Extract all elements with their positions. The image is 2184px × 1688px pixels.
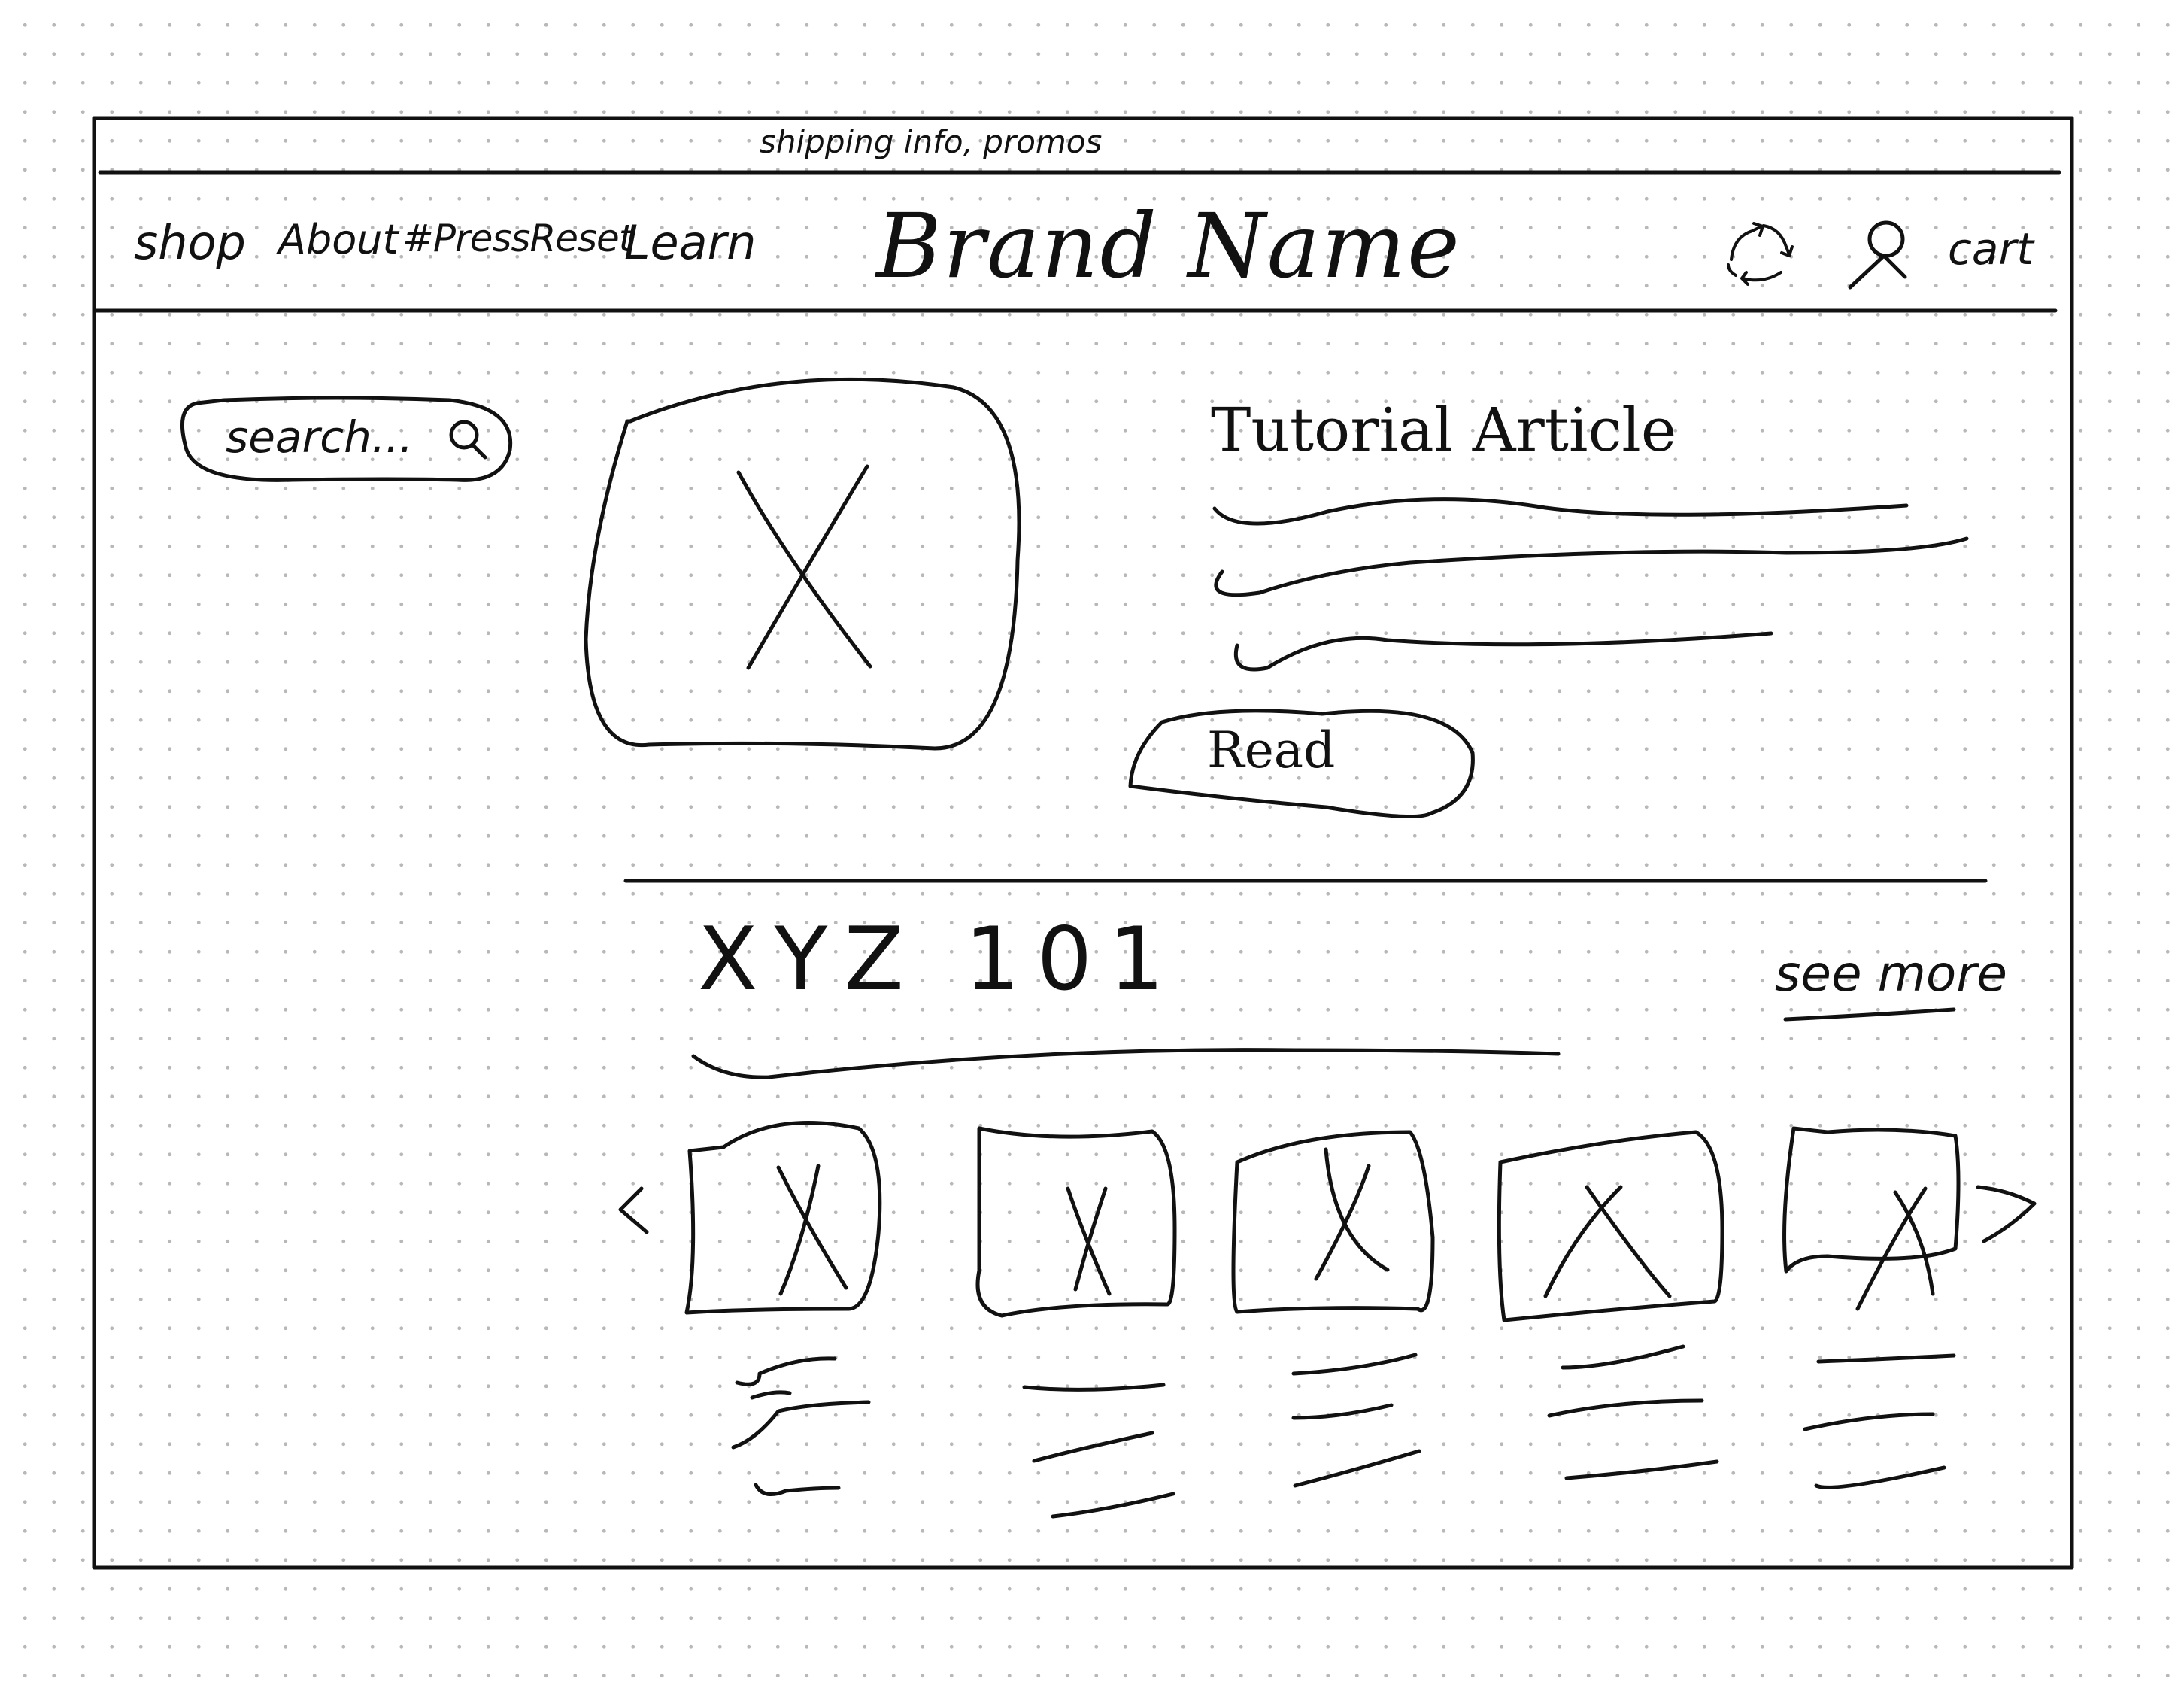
carousel-item-5-x — [1855, 1186, 1935, 1311]
featured-image-x — [736, 464, 872, 670]
featured-image — [584, 377, 1021, 751]
see-more-underline — [1783, 1007, 1956, 1022]
carousel-title: XYZ 101 — [698, 909, 1181, 1010]
chevron-right-icon[interactable] — [1976, 1185, 2037, 1243]
carousel-item-2-image — [975, 1126, 1177, 1318]
carousel-item-2-caption — [1022, 1383, 1175, 1519]
article-line-3 — [1234, 631, 1773, 672]
nav-item-learn[interactable]: Learn — [624, 215, 757, 270]
carousel-item-3-image — [1231, 1130, 1435, 1314]
search-placeholder: search... — [226, 411, 414, 463]
carousel-item-2-x — [1066, 1186, 1112, 1296]
carousel-item-4-image — [1497, 1130, 1724, 1322]
brand-logo[interactable]: Brand Name — [876, 194, 1461, 298]
chevron-left-icon[interactable] — [618, 1186, 649, 1234]
nav-item-about[interactable]: About — [278, 216, 399, 263]
carousel-item-5-caption — [1803, 1353, 1956, 1489]
article-title: Tutorial Article — [1211, 395, 1677, 465]
carousel-item-3-x — [1314, 1147, 1390, 1281]
promo-text: shipping info, promos — [760, 123, 1103, 160]
carousel-subtitle-line — [691, 1048, 1561, 1079]
carousel-item-1-caption — [731, 1356, 871, 1496]
page-frame — [92, 116, 2074, 1570]
search-icon[interactable] — [449, 420, 487, 460]
carousel-item-3-caption — [1291, 1353, 1421, 1488]
carousel-item-4-caption — [1547, 1344, 1719, 1480]
read-button-label: Read — [1207, 721, 1336, 779]
carousel-item-5-image — [1782, 1126, 1961, 1274]
article-line-1 — [1212, 497, 1909, 526]
article-line-2 — [1214, 536, 1969, 597]
nav-item-shop[interactable]: shop — [134, 215, 246, 270]
carousel-item-4-x — [1543, 1185, 1672, 1298]
search-input[interactable] — [180, 396, 513, 482]
carousel-item-1-x — [776, 1164, 848, 1296]
read-button[interactable] — [1128, 709, 1475, 818]
carousel-item-1-image — [684, 1121, 882, 1315]
recycle-icon[interactable] — [1727, 222, 1794, 286]
cart-link[interactable]: cart — [1948, 223, 2034, 275]
see-more-link[interactable]: see more — [1775, 945, 2007, 1003]
nav-item-press-reset[interactable]: #PressReset — [402, 217, 633, 260]
account-icon[interactable] — [1848, 220, 1907, 290]
